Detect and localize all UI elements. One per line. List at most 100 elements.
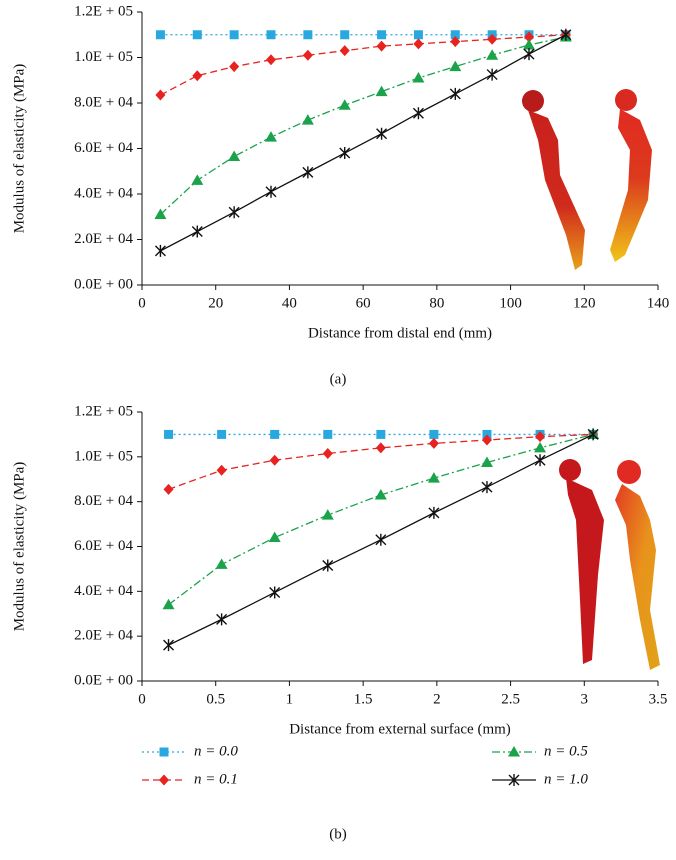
data-point [323, 429, 333, 439]
data-point [321, 509, 334, 520]
data-point [534, 441, 547, 453]
data-point [412, 71, 425, 83]
data-point [228, 150, 241, 161]
data-point [303, 30, 313, 40]
y-tick-label: 1.2E + 05 [74, 403, 133, 419]
y-tick-label: 4.0E + 04 [74, 185, 133, 201]
data-point [339, 147, 351, 160]
data-point [154, 244, 166, 257]
data-point [155, 30, 165, 40]
data-point [427, 472, 440, 483]
y-tick-label: 8.0E + 04 [74, 493, 133, 509]
legend-label: n = 0.1 [194, 771, 238, 787]
legend-label: n = 0.0 [194, 743, 238, 759]
series-line [160, 34, 566, 96]
data-point [534, 454, 546, 467]
data-point [229, 61, 240, 73]
x-tick-label: 1 [286, 691, 294, 707]
data-point [374, 488, 387, 500]
data-point [269, 454, 280, 466]
data-point [191, 225, 203, 238]
data-point [377, 30, 387, 40]
x-tick-label: 60 [356, 295, 371, 311]
data-point [487, 33, 498, 45]
x-tick-label: 0 [138, 691, 146, 707]
data-point [163, 639, 175, 652]
data-point [228, 206, 240, 219]
data-point [412, 107, 424, 120]
legend-label: n = 0.5 [544, 743, 588, 759]
y-tick-label: 4.0E + 04 [74, 583, 133, 599]
legend-label: n = 1.0 [544, 771, 588, 787]
data-point [215, 558, 228, 569]
data-point [482, 429, 492, 439]
data-point [163, 483, 174, 495]
y-tick-label: 1.0E + 05 [74, 448, 133, 464]
data-point [428, 506, 440, 519]
x-axis-title: Distance from distal end (mm) [308, 325, 492, 341]
series-line [160, 34, 567, 252]
data-point [486, 68, 498, 81]
y-tick-label: 1.2E + 05 [74, 3, 133, 19]
data-point [413, 38, 424, 50]
data-point [524, 31, 534, 43]
data-point [216, 464, 227, 476]
data-point [587, 428, 599, 441]
data-point [301, 114, 314, 125]
y-tick-label: 2.0E + 04 [74, 231, 133, 247]
data-point [376, 127, 388, 140]
y-tick-label: 0.0E + 00 [74, 672, 133, 688]
legend-marker [159, 747, 169, 757]
data-point [192, 70, 203, 82]
data-point [480, 456, 493, 467]
x-axis-title: Distance from external surface (mm) [289, 721, 511, 737]
x-tick-label: 40 [282, 295, 297, 311]
x-tick-label: 80 [429, 295, 444, 311]
y-tick-label: 1.0E + 05 [74, 49, 133, 65]
y-tick-label: 6.0E + 04 [74, 538, 133, 554]
data-point [217, 429, 227, 439]
data-point [340, 30, 350, 40]
data-point [270, 429, 280, 439]
data-point [268, 531, 281, 543]
x-tick-label: 3.5 [649, 691, 668, 707]
data-point [229, 30, 239, 40]
legend-marker [508, 746, 520, 757]
data-point [266, 30, 276, 40]
data-point [164, 429, 174, 439]
data-point [481, 434, 492, 446]
data-point [450, 36, 461, 48]
x-tick-label: 1.5 [354, 691, 373, 707]
x-tick-label: 2.5 [501, 691, 520, 707]
legend-marker [508, 774, 520, 786]
data-point [155, 89, 166, 101]
data-point [302, 166, 314, 179]
y-axis-title: Modulus of elasticity (MPa) [11, 64, 27, 234]
data-point [322, 559, 334, 572]
data-point [302, 49, 313, 61]
data-point [338, 99, 351, 110]
data-point [339, 45, 350, 57]
y-axis-title: Modulus of elasticity (MPa) [11, 462, 27, 632]
panel-label: (b) [329, 826, 347, 842]
data-point [154, 208, 167, 219]
data-point [560, 28, 572, 41]
x-tick-label: 20 [208, 295, 223, 311]
data-point [450, 30, 460, 40]
x-tick-label: 2 [433, 691, 441, 707]
data-point [429, 429, 439, 439]
data-point [375, 442, 386, 454]
x-tick-label: 140 [647, 295, 670, 311]
data-point [449, 60, 462, 72]
implant-illustration [522, 89, 660, 670]
y-tick-label: 8.0E + 04 [74, 94, 133, 110]
panel-label: (a) [330, 371, 347, 387]
data-point [486, 49, 499, 60]
y-tick-label: 2.0E + 04 [74, 628, 133, 644]
data-point [265, 131, 277, 142]
data-point [322, 447, 333, 459]
y-tick-label: 6.0E + 04 [74, 140, 133, 156]
data-point [413, 30, 423, 40]
data-point [162, 598, 175, 610]
